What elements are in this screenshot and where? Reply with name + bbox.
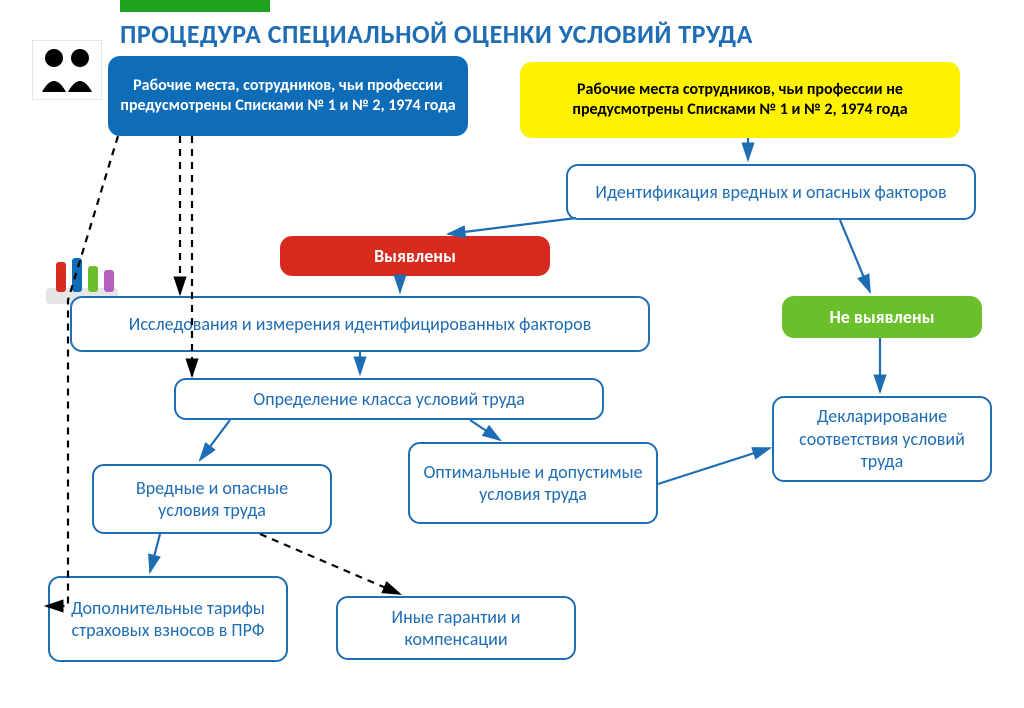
node-other: Иные гарантии и компенсации [336, 596, 576, 660]
node-class: Определение класса условий труда [174, 378, 604, 420]
node-found: Выявлены [280, 236, 550, 276]
edge-ident-found [448, 218, 576, 234]
edge-start_blue-tariffs [46, 136, 118, 606]
edge-good-declare [658, 448, 770, 484]
node-good: Оптимальные и допустимые условия труда [408, 442, 658, 524]
node-bad: Вредные и опасные условия труда [92, 464, 332, 534]
node-notfound: Не выявлены [782, 296, 982, 338]
edge-class-bad [200, 420, 230, 460]
edge-ident-notfound [840, 220, 870, 292]
page-title: ПРОЦЕДУРА СПЕЦИАЛЬНОЙ ОЦЕНКИ УСЛОВИЙ ТРУ… [120, 18, 753, 50]
people-icon [32, 40, 102, 100]
node-tariffs: Дополнительные тарифы страховых взносов … [48, 576, 288, 662]
node-start-blue: Рабочие места, сотрудников, чьи професси… [108, 56, 468, 136]
node-declare: Декларирование соответствия условий труд… [772, 396, 992, 482]
accent-bar [120, 0, 270, 12]
node-ident: Идентификация вредных и опасных факторов [566, 164, 976, 220]
node-research: Исследования и измерения идентифицирован… [70, 296, 650, 352]
edge-class-good [470, 420, 500, 440]
node-start-yellow: Рабочие места сотрудников, чьи профессии… [520, 62, 960, 138]
edge-bad-tariffs [150, 534, 160, 572]
diagram-stage: ПРОЦЕДУРА СПЕЦИАЛЬНОЙ ОЦЕНКИ УСЛОВИЙ ТРУ… [0, 0, 1024, 708]
